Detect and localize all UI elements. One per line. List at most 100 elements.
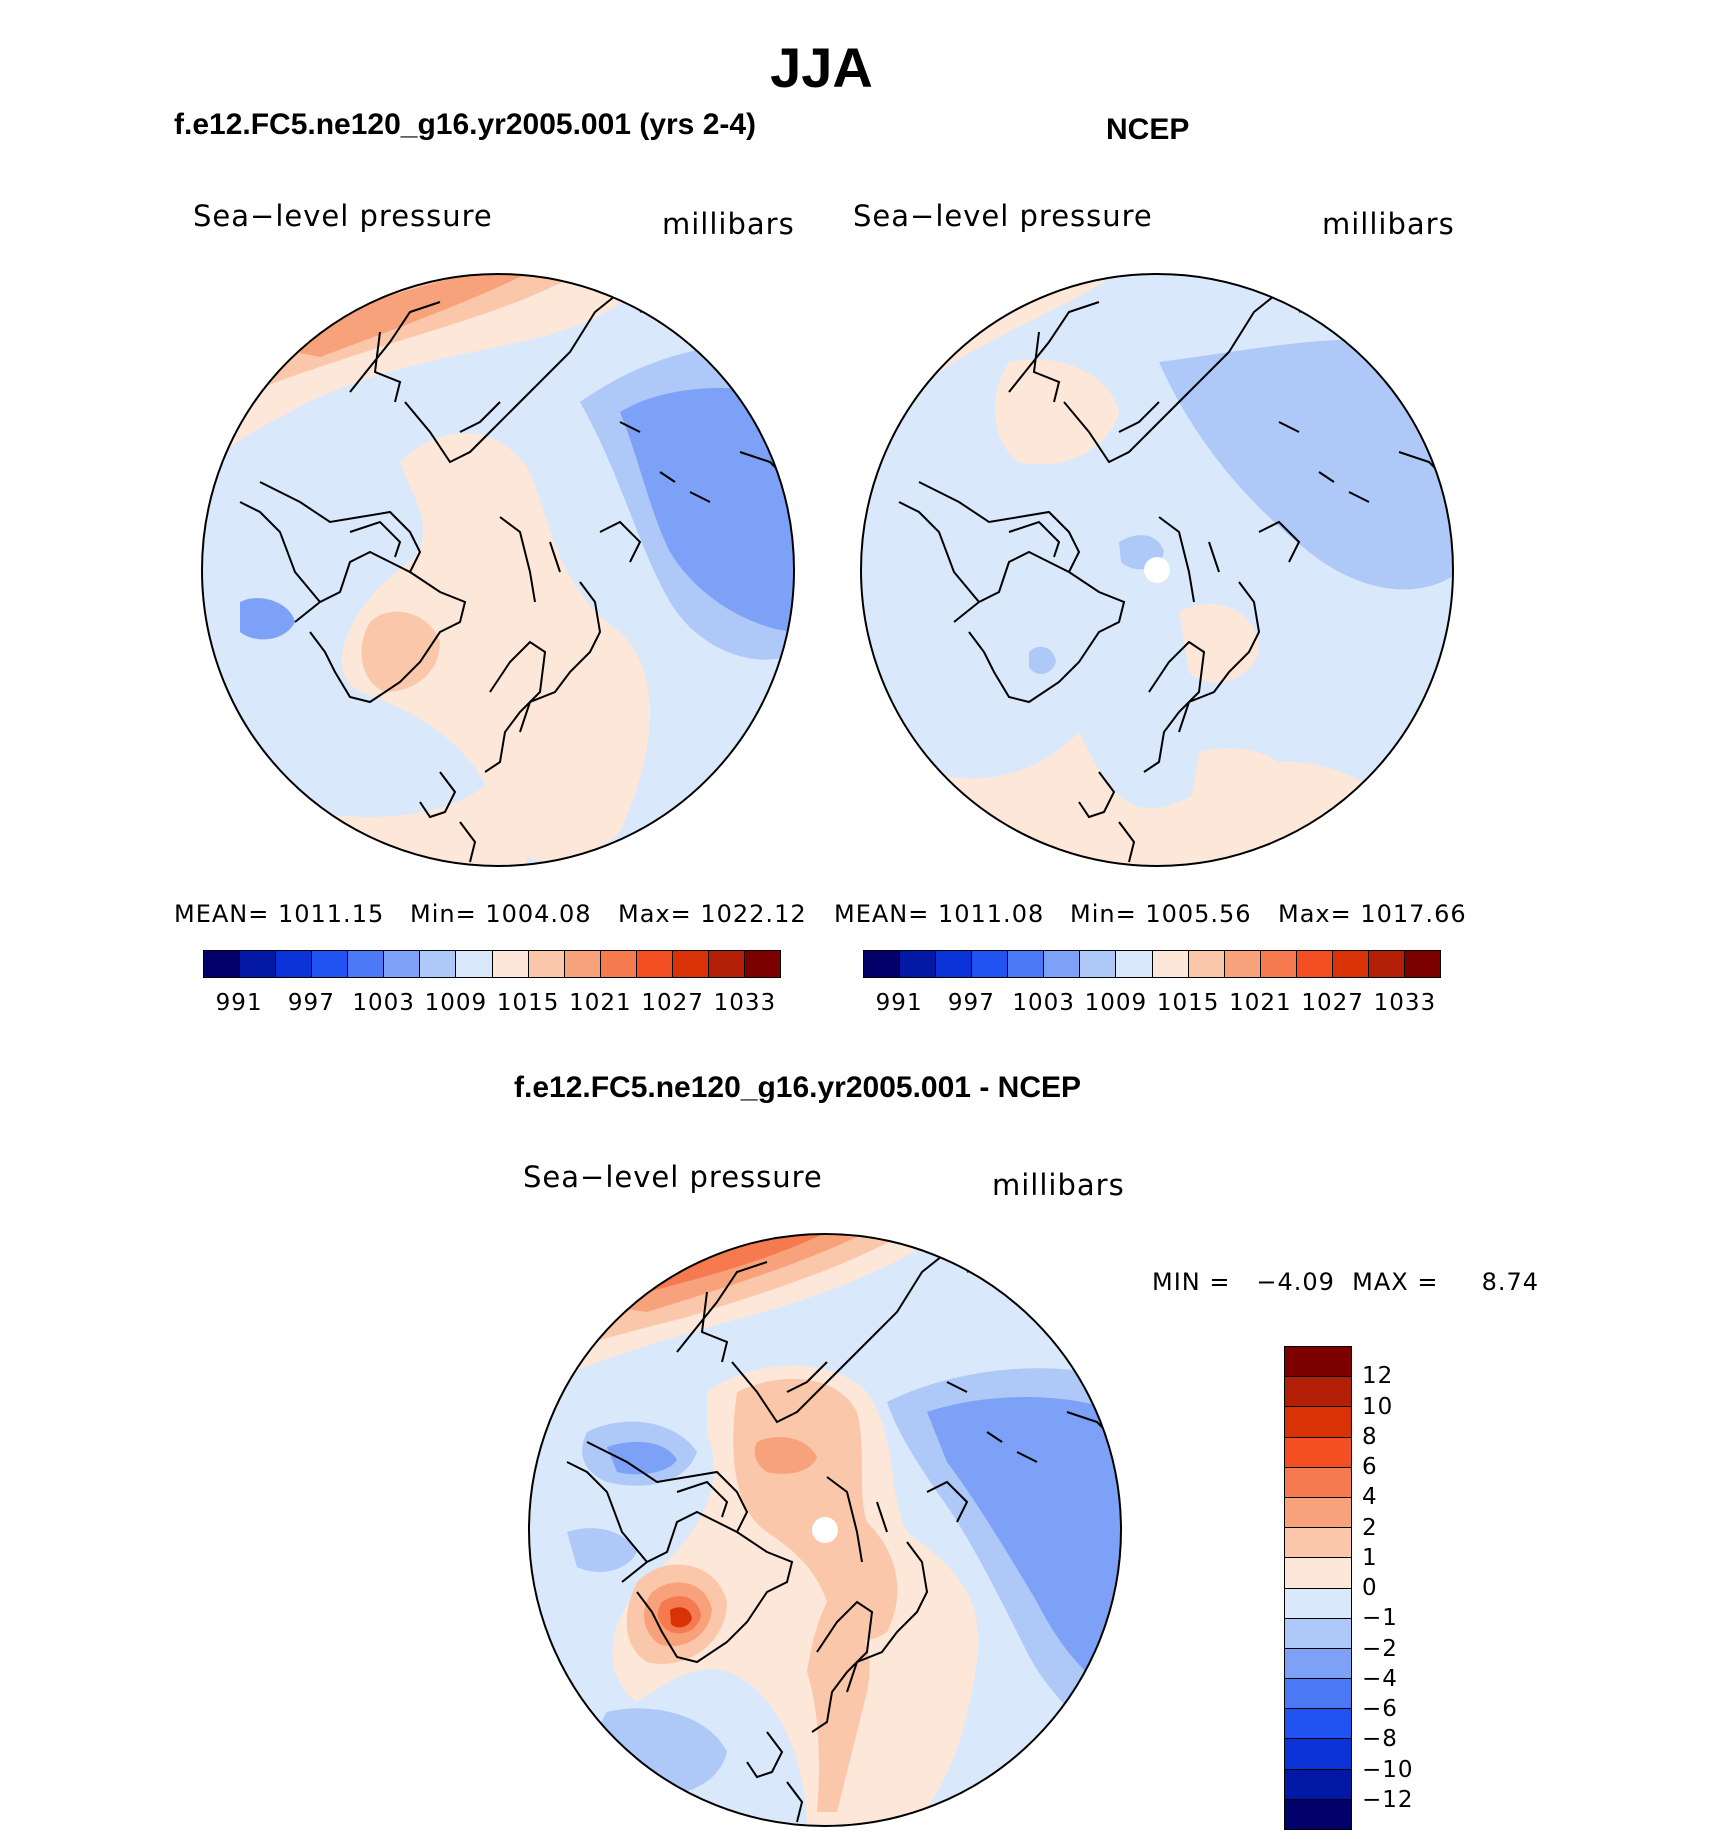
colorbar-tick-label: 997 <box>287 990 335 1016</box>
obs-pole-hole <box>1144 557 1170 583</box>
colorbar-swatch <box>1285 1648 1351 1680</box>
colorbar-swatch <box>600 951 637 977</box>
colorbar-swatch <box>1285 1528 1351 1559</box>
colorbar-swatch <box>1404 951 1440 977</box>
colorbar-tick-label: 2 <box>1362 1514 1378 1541</box>
colorbar-tick-label: 1009 <box>1084 990 1148 1016</box>
obs-bering-high <box>995 359 1119 465</box>
diff-scandinavia-positive <box>807 1602 870 1812</box>
colorbar-tick-label: 10 <box>1362 1393 1394 1420</box>
colorbar-swatch <box>1080 951 1117 977</box>
colorbar-swatch <box>528 951 565 977</box>
colorbar-swatch <box>1188 951 1225 977</box>
colorbar-swatch <box>1224 951 1261 977</box>
colorbar-tick-label: −8 <box>1362 1726 1398 1753</box>
colorbar-swatch <box>708 951 745 977</box>
colorbar-tick-label: 1015 <box>1156 990 1220 1016</box>
colorbar-swatch <box>1285 1799 1351 1829</box>
colorbar-swatch <box>348 951 385 977</box>
obs-europe-high <box>1179 748 1299 866</box>
obs-min-stat: Min= 1005.56 <box>1070 900 1252 928</box>
obs-panel-title: NCEP <box>1106 113 1190 146</box>
colorbar-tick-label: −12 <box>1362 1786 1414 1813</box>
model-canada-low <box>240 598 295 640</box>
diff-polar-map <box>528 1233 1122 1827</box>
obs-eurasian-low <box>1159 339 1453 590</box>
obs-max-stat: Max= 1017.66 <box>1278 900 1467 928</box>
colorbar-swatch <box>564 951 601 977</box>
diff-arctic-tongue <box>612 1365 979 1826</box>
obs-polar-map <box>860 273 1454 867</box>
colorbar-swatch <box>1044 951 1081 977</box>
colorbar-swatch <box>1285 1618 1351 1649</box>
colorbar-swatch <box>456 951 493 977</box>
model-pacific-high-peak <box>270 274 530 357</box>
colorbar-swatch <box>900 951 937 977</box>
diff-units-label: millibars <box>992 1168 1125 1202</box>
colorbar-swatch <box>1285 1558 1351 1589</box>
obs-mean-stat: MEAN= 1011.08 <box>834 900 1045 928</box>
colorbar-tick-label: 1003 <box>1012 990 1075 1016</box>
colorbar-swatch <box>1285 1769 1351 1800</box>
model-polar-map <box>201 273 795 867</box>
colorbar-tick-label: 991 <box>215 990 263 1016</box>
colorbar-tick-label: 0 <box>1362 1575 1378 1601</box>
colorbar-tick-label: 1003 <box>352 990 415 1016</box>
obs-colorbar-labels: 991 997 1003 1009 1015 1021 1027 1033 <box>863 990 1441 1018</box>
colorbar-swatch <box>384 951 421 977</box>
colorbar-tick-label: −6 <box>1362 1696 1398 1722</box>
colorbar-swatch <box>1285 1588 1351 1619</box>
colorbar-swatch <box>1285 1739 1351 1770</box>
colorbar-tick-label: 997 <box>947 990 995 1016</box>
model-units-label: millibars <box>662 207 795 241</box>
colorbar-swatch <box>312 951 349 977</box>
colorbar-swatch <box>1296 951 1333 977</box>
colorbar-swatch <box>1285 1709 1351 1740</box>
colorbar-swatch <box>1285 1437 1351 1468</box>
colorbar-tick-label: 1009 <box>424 990 488 1016</box>
colorbar-swatch <box>492 951 529 977</box>
diff-field-label: Sea−level pressure <box>523 1160 823 1194</box>
colorbar-tick-label: 4 <box>1362 1484 1378 1511</box>
diff-pacific-positive-4 <box>637 1234 827 1292</box>
colorbar-swatch <box>1260 951 1297 977</box>
model-colorbar-labels: 991 997 1003 1009 1015 1021 1027 1033 <box>203 990 781 1018</box>
colorbar-swatch <box>1285 1377 1351 1408</box>
colorbar-swatch <box>276 951 313 977</box>
colorbar-tick-label: 1027 <box>1301 990 1364 1016</box>
colorbar-tick-label: 1021 <box>1229 990 1292 1016</box>
colorbar-swatch <box>1285 1679 1351 1710</box>
colorbar-swatch <box>1116 951 1153 977</box>
diff-greenland-core <box>670 1607 692 1628</box>
colorbar-swatch <box>672 951 709 977</box>
colorbar-tick-label: −2 <box>1362 1635 1398 1662</box>
colorbar-tick-label: 1021 <box>569 990 632 1016</box>
obs-colorbar <box>863 950 1441 978</box>
model-max-stat: Max= 1022.12 <box>618 900 807 928</box>
model-panel-title: f.e12.FC5.ne120_g16.yr2005.001 (yrs 2-4) <box>174 108 757 141</box>
colorbar-tick-label: 1 <box>1362 1544 1378 1571</box>
colorbar-tick-label: 8 <box>1362 1423 1378 1450</box>
model-greenland-high <box>361 611 440 692</box>
colorbar-swatch <box>1285 1467 1351 1498</box>
obs-greenland-low <box>1029 646 1056 674</box>
diff-eurasian-negative-2 <box>927 1397 1121 1702</box>
colorbar-tick-label: −4 <box>1362 1665 1398 1692</box>
colorbar-tick-label: 6 <box>1362 1454 1378 1480</box>
colorbar-swatch <box>1152 951 1189 977</box>
colorbar-tick-label: −1 <box>1362 1605 1398 1632</box>
model-mean-stat: MEAN= 1011.15 <box>174 900 385 928</box>
colorbar-swatch <box>204 951 241 977</box>
model-colorbar <box>203 950 781 978</box>
main-title: JJA <box>770 36 873 99</box>
colorbar-tick-label: 12 <box>1362 1363 1394 1390</box>
diff-minmax-stat: MIN = −4.09 MAX = 8.74 <box>1152 1268 1540 1296</box>
colorbar-swatch <box>1285 1497 1351 1529</box>
colorbar-tick-label: 1033 <box>713 990 777 1016</box>
colorbar-swatch <box>1285 1407 1351 1438</box>
diff-panel-title: f.e12.FC5.ne120_g16.yr2005.001 - NCEP <box>514 1071 1081 1104</box>
colorbar-swatch <box>936 951 973 977</box>
model-min-stat: Min= 1004.08 <box>410 900 592 928</box>
obs-units-label: millibars <box>1322 207 1455 241</box>
diff-pole-core <box>754 1437 817 1474</box>
